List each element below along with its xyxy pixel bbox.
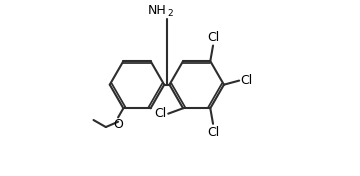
Text: Cl: Cl	[207, 31, 219, 44]
Text: Cl: Cl	[207, 126, 219, 139]
Text: NH: NH	[148, 4, 167, 17]
Text: O: O	[113, 118, 123, 131]
Text: 2: 2	[168, 9, 173, 18]
Text: Cl: Cl	[154, 107, 167, 120]
Text: Cl: Cl	[240, 74, 253, 87]
